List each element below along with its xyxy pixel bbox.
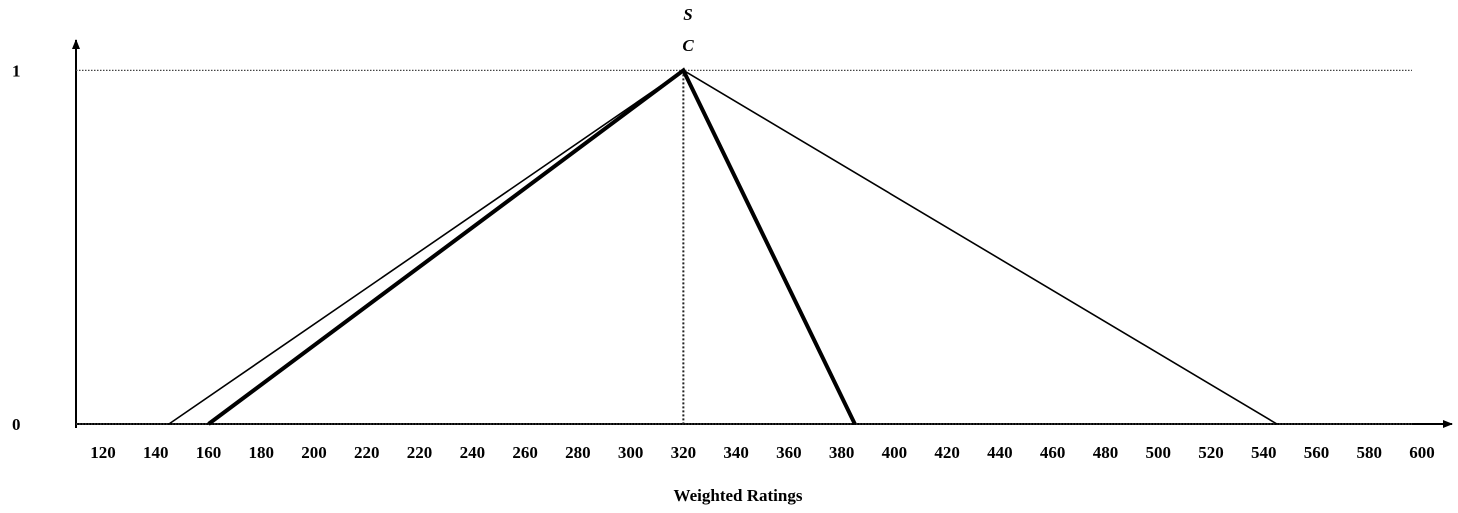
x-tick-label: 140 [143, 443, 169, 462]
line [168, 69, 1278, 425]
x-tick-label: 340 [723, 443, 749, 462]
x-axis-label: Weighted Ratings [674, 486, 803, 505]
x-tick-label: 580 [1356, 443, 1382, 462]
y-tick-label: 0 [12, 415, 21, 434]
y-tick-label: 1 [12, 61, 21, 80]
x-tick-label: 420 [934, 443, 960, 462]
x-tick-label: 220 [407, 443, 433, 462]
x-tick-label: 200 [301, 443, 327, 462]
x-tick-label: 220 [354, 443, 380, 462]
x-tick-label: 180 [249, 443, 275, 462]
x-tick-label: 460 [1040, 443, 1066, 462]
x-tick-label: 520 [1198, 443, 1224, 462]
x-tick-label: 360 [776, 443, 802, 462]
x-tick-label: 440 [987, 443, 1013, 462]
x-tick-label: 400 [882, 443, 908, 462]
x-tick-label: 240 [460, 443, 486, 462]
x-tick-label: 600 [1409, 443, 1435, 462]
line [207, 67, 857, 426]
x-tick-label: 540 [1251, 443, 1277, 462]
annotation: C [682, 36, 694, 55]
x-tick-label: 300 [618, 443, 644, 462]
x-tick-label: 480 [1093, 443, 1119, 462]
x-tick-label: 260 [512, 443, 538, 462]
x-tick-label: 380 [829, 443, 855, 462]
x-tick-label: 120 [90, 443, 116, 462]
x-tick-label: 280 [565, 443, 591, 462]
x-tick-label: 320 [671, 443, 697, 462]
annotation: S [683, 5, 692, 24]
x-tick-label: 560 [1304, 443, 1330, 462]
x-tick-label: 160 [196, 443, 222, 462]
x-tick-label: 500 [1145, 443, 1171, 462]
